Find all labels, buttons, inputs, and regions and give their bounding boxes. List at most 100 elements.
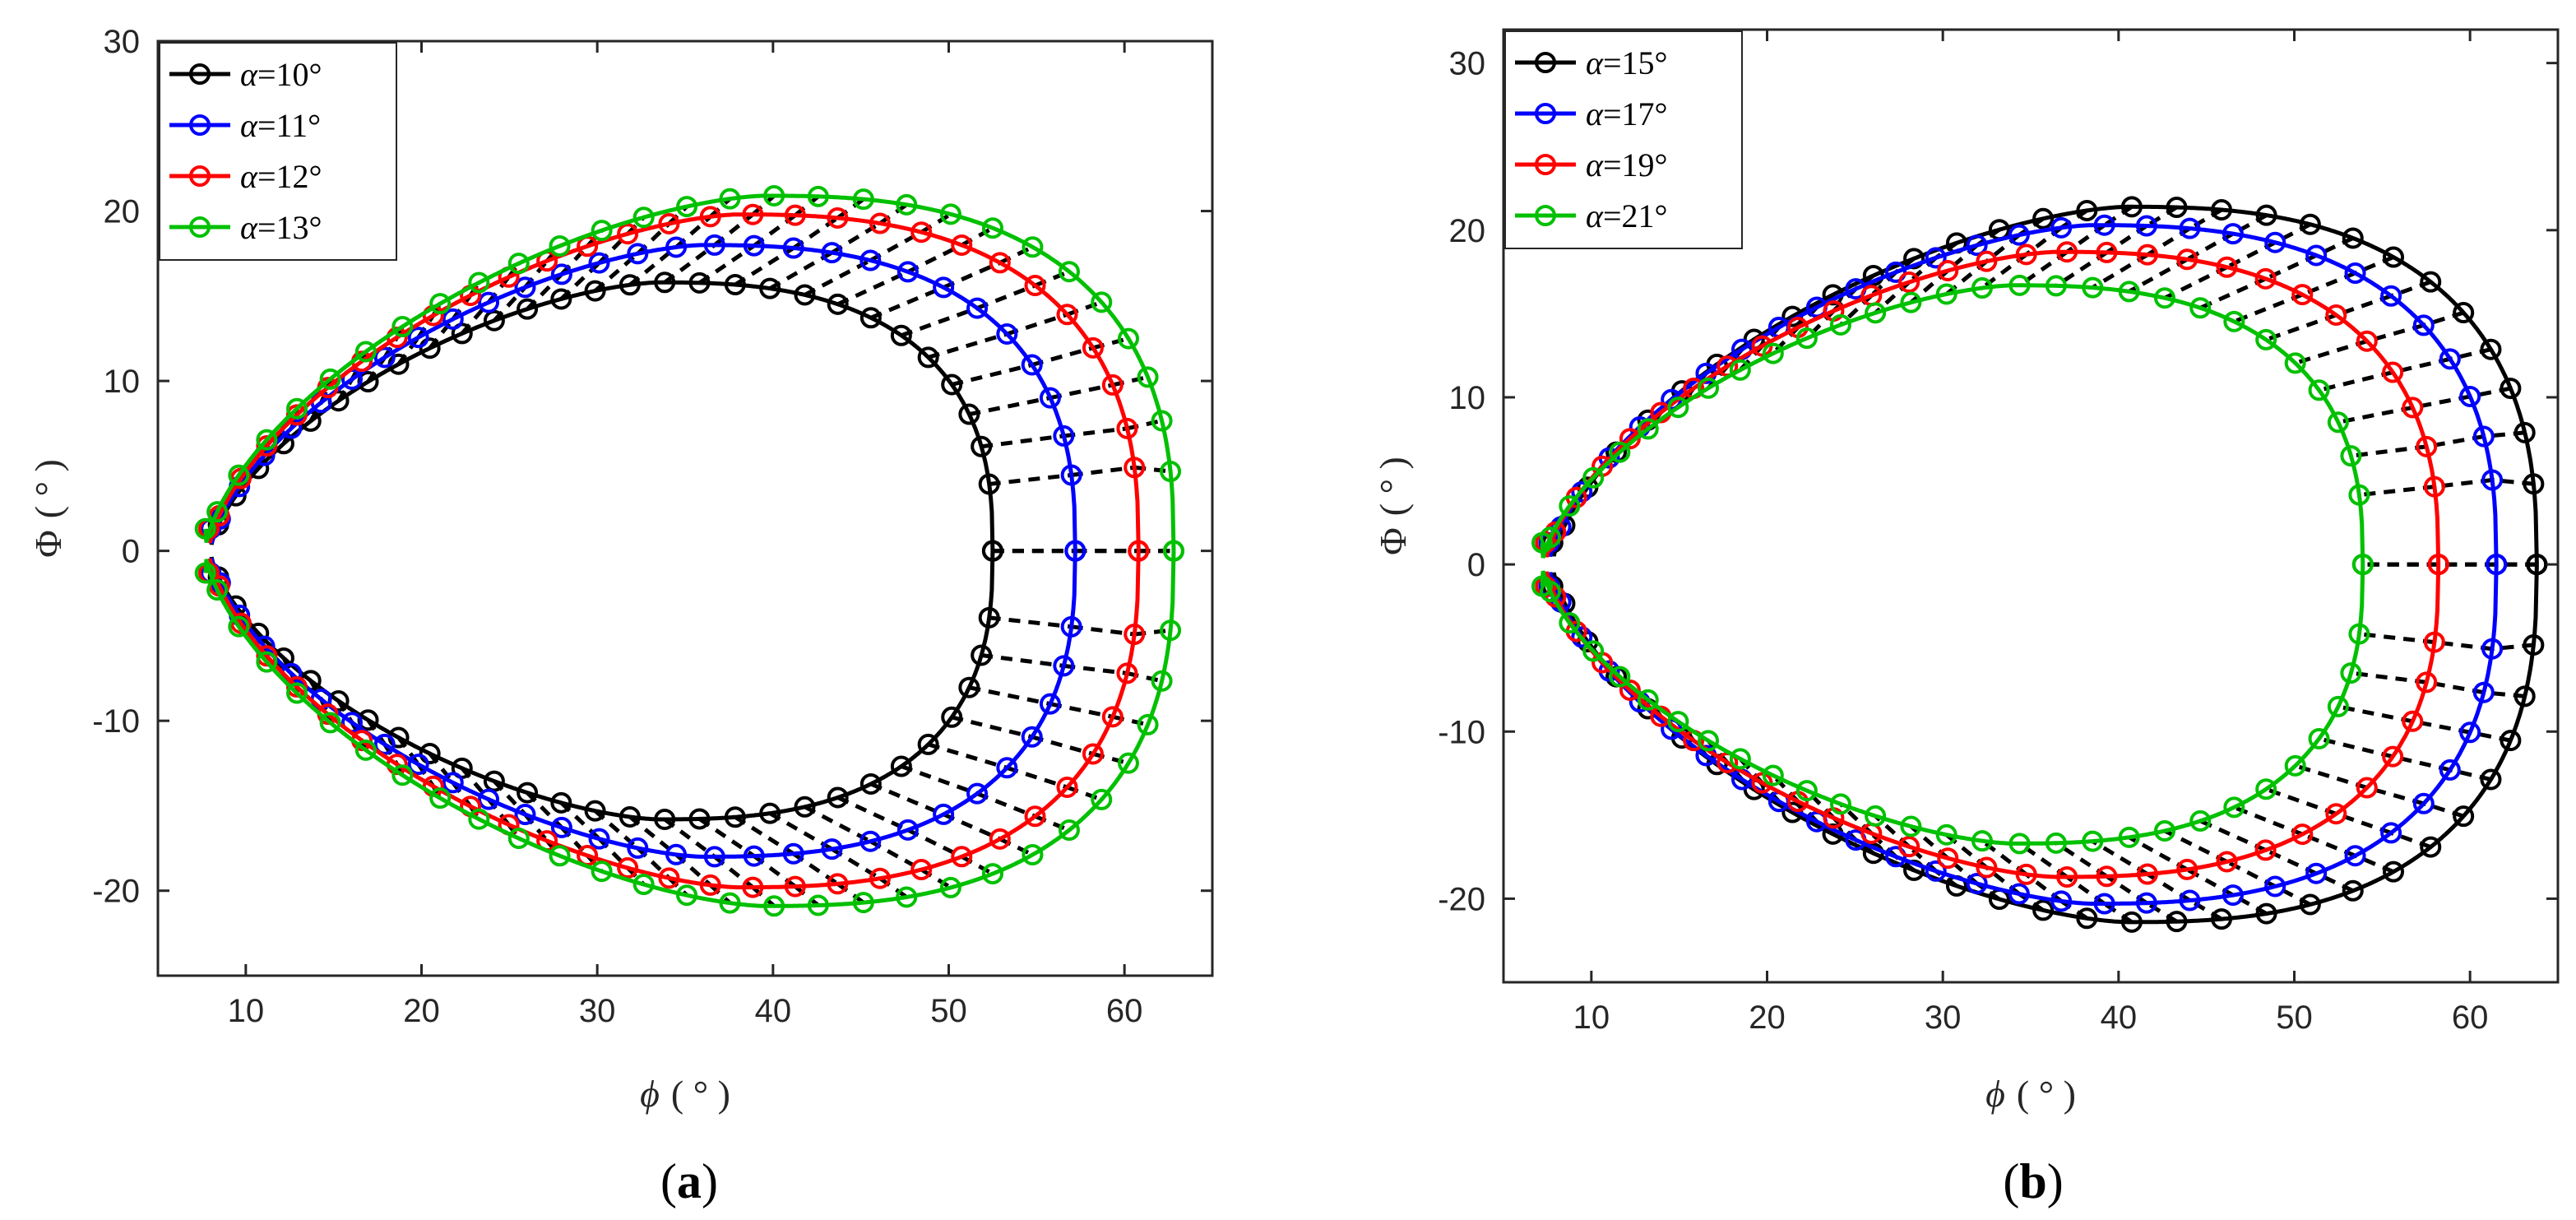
y-tick-label: -10 <box>92 703 140 740</box>
series-marker <box>1160 461 1182 483</box>
legend-value: =17° <box>1603 95 1668 132</box>
connector-segment <box>951 715 1033 740</box>
connector-segment <box>460 300 490 336</box>
series-marker <box>2299 213 2321 235</box>
series-marker <box>978 473 1000 495</box>
connector-segment <box>2359 632 2435 645</box>
series-marker <box>2423 475 2445 498</box>
x-axis-label: ϕ ( ° ) <box>640 1073 730 1115</box>
connector-segment <box>878 202 908 225</box>
connector-segment <box>2294 763 2368 790</box>
series-marker <box>2325 304 2347 326</box>
series-marker <box>2189 809 2212 832</box>
legend-greek: α <box>1586 44 1604 81</box>
series-marker <box>1698 730 1720 752</box>
series-marker <box>827 786 849 809</box>
series-marker <box>2439 348 2461 370</box>
series-marker <box>2136 244 2158 266</box>
series-marker <box>2008 224 2030 246</box>
connector-segment <box>2145 901 2178 924</box>
series-marker <box>958 676 980 698</box>
series-marker <box>483 309 505 332</box>
series-marker <box>617 223 639 245</box>
connector-segment <box>998 837 1034 857</box>
series-marker <box>2351 554 2374 576</box>
series-marker <box>391 316 414 338</box>
series-marker <box>2008 274 2031 296</box>
series-marker <box>1900 291 1922 313</box>
x-tick-label: 60 <box>2452 1000 2489 1036</box>
series-marker <box>2096 865 2118 888</box>
caption-open: ( <box>660 1154 677 1208</box>
y-tick-label: 10 <box>1449 380 1486 416</box>
connector-segment <box>487 276 511 304</box>
series-marker <box>2480 768 2502 791</box>
x-tick-label: 60 <box>1106 993 1143 1029</box>
connector-segment <box>768 250 833 290</box>
series-marker <box>784 875 806 898</box>
series-marker <box>1116 662 1138 684</box>
series-marker <box>989 828 1011 850</box>
legend-greek: α <box>240 158 258 195</box>
series-marker <box>2045 832 2067 854</box>
series-4 <box>1531 274 2374 855</box>
series-marker <box>807 185 829 207</box>
connector-segment <box>2315 236 2354 257</box>
series-marker <box>1729 359 1751 381</box>
connector-segment <box>2318 370 2393 392</box>
connector-segment <box>2337 704 2413 724</box>
series-marker <box>1101 706 1124 728</box>
series-marker <box>971 435 993 457</box>
legend-label: α=10° <box>240 56 322 93</box>
series-marker <box>852 892 874 914</box>
series-marker <box>2500 378 2522 400</box>
connector-segment <box>2274 222 2311 244</box>
connector-segment <box>869 782 945 817</box>
series-marker <box>228 464 250 486</box>
series-marker <box>2344 845 2366 867</box>
series-marker <box>2166 197 2188 219</box>
series-marker <box>588 252 610 274</box>
legend-item: α=10° <box>169 56 322 93</box>
connector-segment <box>2059 208 2088 230</box>
series-marker <box>1829 313 1851 336</box>
series-marker <box>654 271 676 294</box>
caption-open: ( <box>2003 1154 2019 1208</box>
series-marker <box>632 206 655 229</box>
series-4 <box>194 184 1184 917</box>
connector-segment <box>980 652 1064 668</box>
series-marker <box>407 327 429 349</box>
series-marker <box>550 791 572 814</box>
y-tick-label: -20 <box>1438 881 1485 917</box>
series-marker <box>2340 445 2362 467</box>
series-marker <box>206 579 229 601</box>
connector-segment <box>2469 386 2511 399</box>
series-marker <box>1698 377 1720 399</box>
series-marker <box>2299 893 2321 916</box>
series-marker <box>319 712 341 734</box>
connector-segment <box>1092 336 1129 350</box>
series-3 <box>1535 241 2449 888</box>
series-marker <box>2453 805 2475 828</box>
connector-segment <box>2025 225 2063 257</box>
series-marker <box>286 397 308 420</box>
series-marker <box>743 234 765 257</box>
connector-segment <box>1133 465 1171 474</box>
series-marker <box>2082 276 2104 299</box>
connector-segment <box>428 752 455 784</box>
y-axis-symbol: Φ <box>27 530 69 558</box>
connector-segment <box>2103 902 2134 924</box>
series-marker <box>2459 721 2481 744</box>
connector-segment <box>2483 690 2525 698</box>
connector-segment <box>698 244 756 285</box>
series-marker <box>2008 883 2030 905</box>
connector-segment <box>1133 628 1171 637</box>
panel-caption: (b) <box>2003 1154 2063 1208</box>
series-marker <box>724 274 746 296</box>
series-marker <box>703 846 725 868</box>
series-marker <box>1082 743 1104 765</box>
series-marker <box>1021 726 1043 748</box>
series-marker <box>2189 297 2212 319</box>
connector-segment <box>709 197 732 219</box>
series-marker <box>2135 892 2157 914</box>
